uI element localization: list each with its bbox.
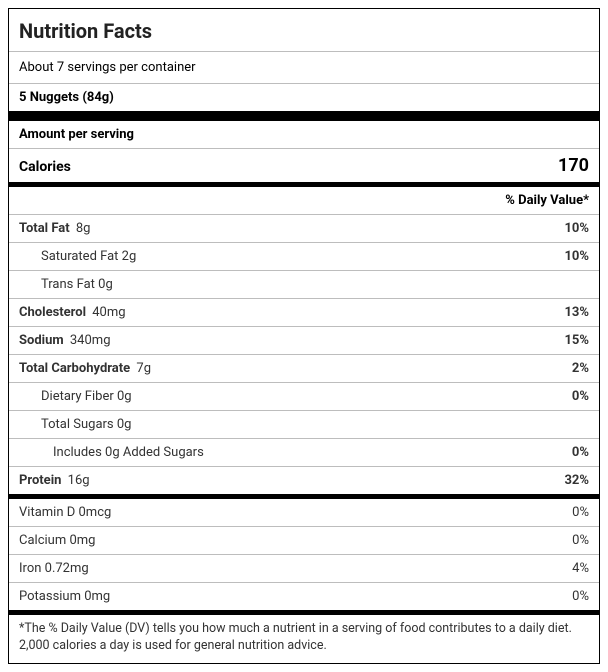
panel-title: Nutrition Facts [9, 9, 599, 52]
calories-label: Calories [19, 159, 71, 175]
nutrient-row: Protein 16g 32% [9, 467, 599, 494]
nutrient-name: Total Carbohydrate [19, 361, 130, 376]
calories-row: Calories 170 [9, 149, 599, 182]
nutrient-dv: 10% [564, 249, 589, 264]
nutrient-row: Sodium 340mg 15% [9, 327, 599, 355]
nutrient-label: Cholesterol 40mg [19, 305, 126, 320]
nutrient-row: Dietary Fiber 0g 0% [9, 383, 599, 411]
nutrient-amount: 340mg [67, 333, 111, 348]
nutrient-row: Trans Fat 0g [9, 271, 599, 299]
separator-thick [9, 111, 599, 121]
nutrient-dv: 10% [564, 221, 589, 236]
nutrient-name: Sodium [19, 333, 64, 348]
calories-value: 170 [558, 155, 589, 176]
serving-size: 5 Nuggets (84g) [9, 84, 599, 111]
vitamin-dv: 0% [572, 505, 589, 520]
nutrient-dv: 13% [564, 305, 589, 320]
nutrient-label: Dietary Fiber 0g [19, 389, 132, 404]
vitamin-dv: 4% [572, 561, 589, 576]
vitamin-dv: 0% [572, 589, 589, 604]
nutrient-row: Includes 0g Added Sugars 0% [9, 439, 599, 467]
nutrient-row: Cholesterol 40mg 13% [9, 299, 599, 327]
nutrient-row: Total Fat 8g 10% [9, 215, 599, 243]
nutrient-name: Cholesterol [19, 305, 86, 320]
nutrient-label: Total Sugars 0g [19, 417, 131, 432]
nutrient-amount: 7g [133, 361, 151, 376]
nutrient-dv: 15% [564, 333, 589, 348]
vitamin-dv: 0% [572, 533, 589, 548]
nutrient-label: Sodium 340mg [19, 333, 111, 348]
vitamin-row: Potassium 0mg 0% [9, 583, 599, 610]
nutrient-label: Total Fat 8g [19, 221, 90, 236]
nutrient-row: Saturated Fat 2g 10% [9, 243, 599, 271]
footnote: *The % Daily Value (DV) tells you how mu… [9, 615, 599, 663]
nutrient-label: Total Carbohydrate 7g [19, 361, 151, 376]
nutrient-dv: 2% [572, 361, 589, 376]
servings-per-container: About 7 servings per container [9, 52, 599, 84]
amount-per-serving-label: Amount per serving [9, 121, 599, 149]
nutrient-dv: 32% [564, 473, 589, 488]
nutrient-row: Total Sugars 0g [9, 411, 599, 439]
vitamin-row: Calcium 0mg 0% [9, 527, 599, 555]
nutrient-label: Saturated Fat 2g [19, 249, 136, 264]
nutrient-amount: 16g [64, 473, 89, 488]
nutrient-amount: 40mg [89, 305, 126, 320]
nutrient-label: Protein 16g [19, 473, 90, 488]
nutrient-dv: 0% [572, 389, 589, 404]
vitamin-label: Iron 0.72mg [19, 561, 89, 576]
vitamin-label: Potassium 0mg [19, 589, 110, 604]
vitamin-label: Calcium 0mg [19, 533, 95, 548]
main-nutrients-list: Total Fat 8g 10% Saturated Fat 2g 10% Trans … [9, 215, 599, 494]
nutrient-dv: 0% [572, 445, 589, 460]
vitamin-row: Vitamin D 0mcg 0% [9, 499, 599, 527]
vitamin-label: Vitamin D 0mcg [19, 505, 111, 520]
nutrient-name: Total Fat [19, 221, 70, 236]
nutrient-name: Protein [19, 473, 61, 488]
nutrient-row: Total Carbohydrate 7g 2% [9, 355, 599, 383]
nutrient-amount: 8g [73, 221, 91, 236]
daily-value-header: % Daily Value* [9, 187, 599, 215]
nutrition-facts-panel: Nutrition Facts About 7 servings per con… [8, 8, 600, 664]
vitamin-nutrients-list: Vitamin D 0mcg 0% Calcium 0mg 0% Iron 0.72mg… [9, 499, 599, 610]
vitamin-row: Iron 0.72mg 4% [9, 555, 599, 583]
nutrient-label: Includes 0g Added Sugars [19, 445, 204, 460]
nutrient-label: Trans Fat 0g [19, 277, 113, 292]
